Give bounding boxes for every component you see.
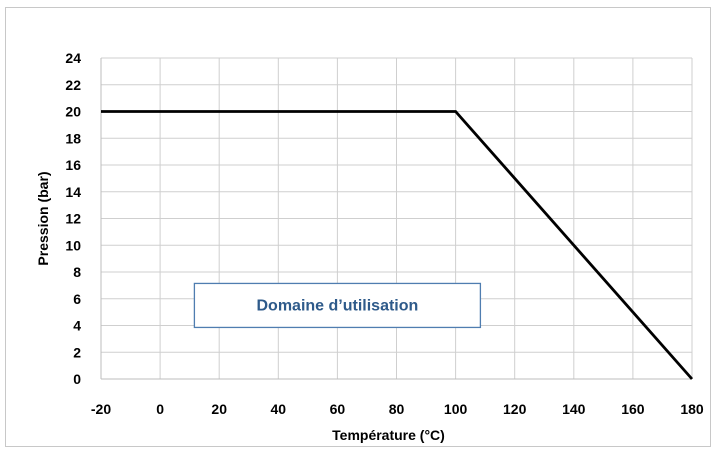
chart-frame: [5, 7, 711, 447]
y-tick-label-0: 0: [73, 371, 81, 387]
x-tick-label-8: 140: [562, 401, 586, 417]
y-tick-label-7: 14: [65, 184, 81, 200]
x-axis-title: Température (°C): [332, 427, 445, 443]
y-tick-label-12: 24: [65, 50, 81, 66]
y-tick-label-6: 12: [65, 211, 81, 227]
x-tick-label-2: 20: [211, 401, 227, 417]
grid-lines: [100, 57, 693, 380]
y-tick-label-3: 6: [73, 291, 81, 307]
annotation-border: [193, 282, 482, 329]
x-tick-labels: -20 0 20 40 60 80 100 120 140 160 180: [91, 401, 704, 417]
y-tick-label-9: 18: [65, 130, 81, 146]
x-tick-label-0: -20: [91, 401, 111, 417]
annotation-box: Domaine d’utilisation: [193, 282, 482, 329]
y-tick-label-8: 16: [65, 157, 81, 173]
series-line-0: [101, 110, 694, 380]
y-tick-label-11: 22: [65, 77, 81, 93]
x-tick-label-4: 60: [330, 401, 346, 417]
series-group: [101, 110, 694, 380]
x-tick-label-1: 0: [156, 401, 164, 417]
x-tick-label-7: 120: [503, 401, 527, 417]
y-axis-title: Pression (bar): [35, 171, 51, 265]
y-tick-label-2: 4: [73, 318, 81, 334]
x-tick-label-6: 100: [444, 401, 468, 417]
x-tick-label-5: 80: [389, 401, 405, 417]
annotation-label: Domaine d’utilisation: [257, 298, 419, 315]
y-tick-label-10: 20: [65, 104, 81, 120]
x-tick-label-3: 40: [271, 401, 287, 417]
x-tick-label-9: 160: [621, 401, 645, 417]
x-tick-label-10: 180: [680, 401, 704, 417]
y-tick-label-5: 10: [65, 237, 81, 253]
y-tick-label-4: 8: [73, 264, 81, 280]
y-tick-label-1: 2: [73, 344, 81, 360]
